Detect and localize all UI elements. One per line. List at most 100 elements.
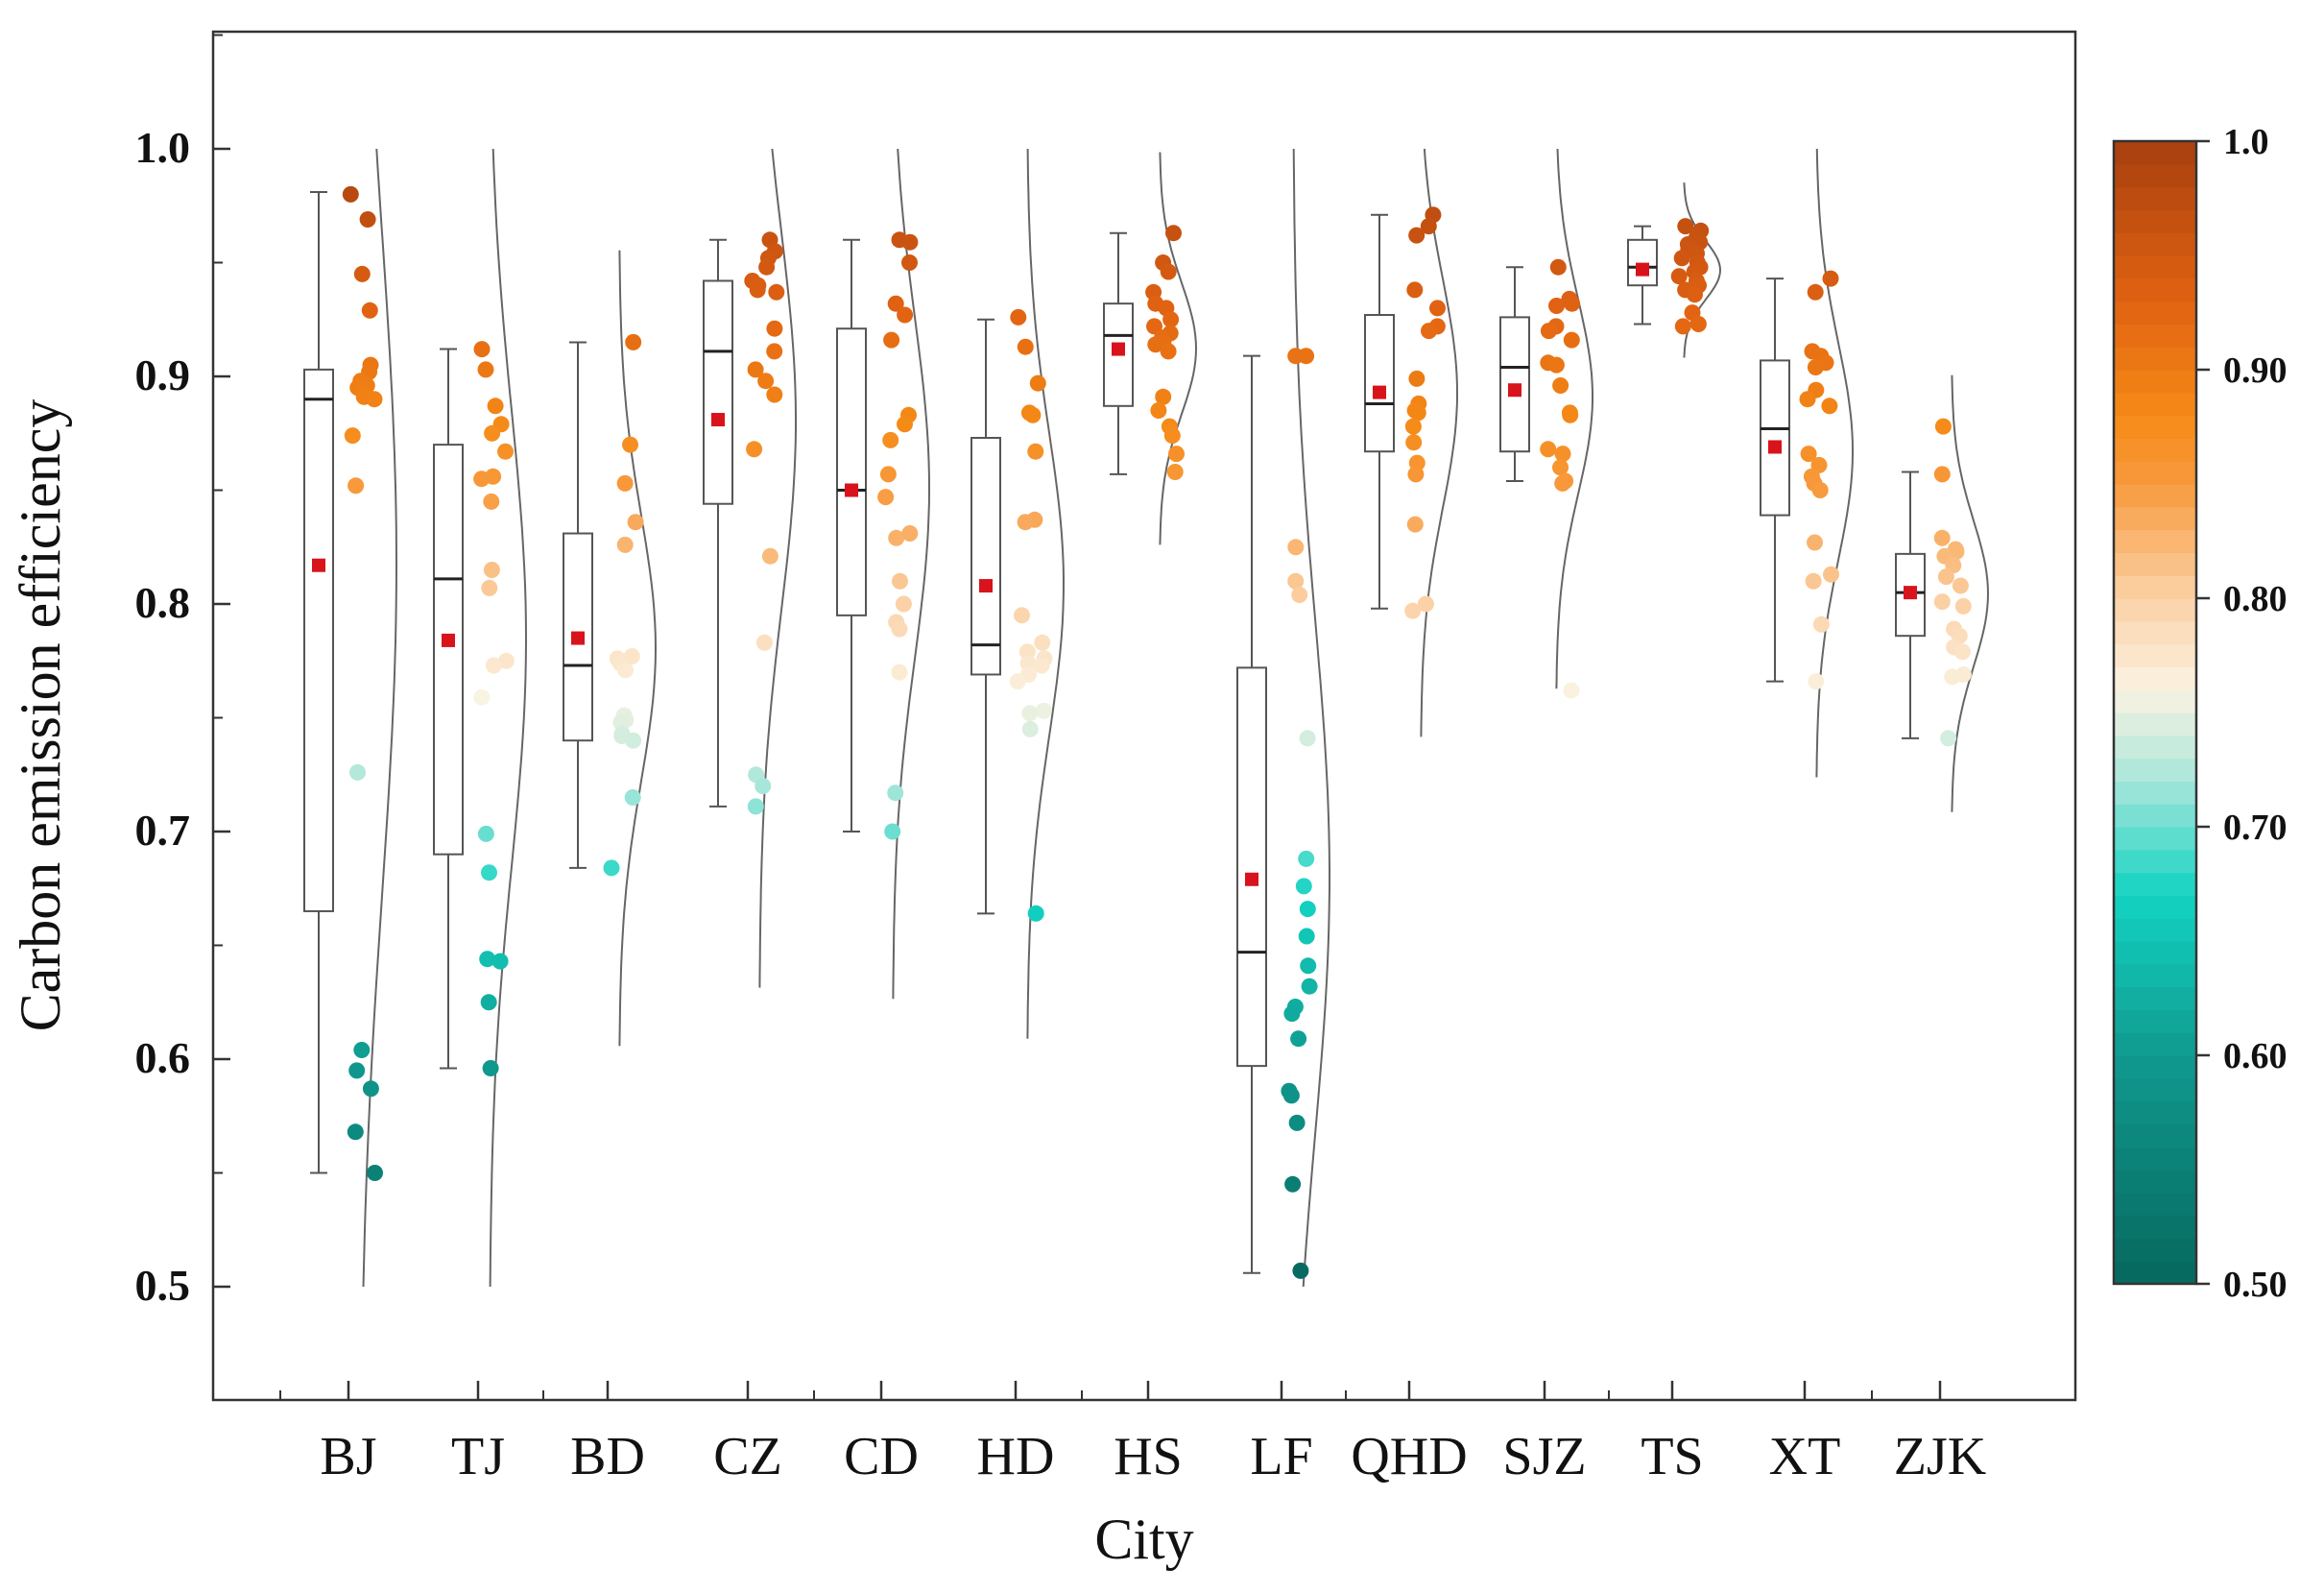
data-point	[1168, 446, 1185, 463]
data-point	[1406, 281, 1424, 299]
data-point	[1029, 374, 1046, 392]
x-tick-label: CZ	[713, 1427, 782, 1486]
data-point	[622, 436, 638, 453]
colorbar-band	[2114, 186, 2196, 210]
x-axis-title: City	[1094, 1508, 1193, 1571]
colorbar-band	[2114, 804, 2196, 828]
data-point	[617, 662, 634, 679]
data-point	[1564, 295, 1581, 312]
x-tick-label: LF	[1250, 1427, 1312, 1486]
colorbar-band	[2114, 1146, 2196, 1171]
data-point	[1408, 227, 1426, 244]
colorbar-band	[2114, 575, 2196, 599]
box-iqr	[1103, 302, 1134, 407]
colorbar-band	[2114, 347, 2196, 371]
colorbar-band	[2114, 141, 2196, 165]
data-point	[366, 391, 383, 408]
colorbar-band	[2114, 232, 2196, 256]
data-point	[1687, 286, 1703, 303]
x-tick-label: XT	[1769, 1427, 1841, 1486]
colorbar-band	[2114, 1032, 2196, 1056]
mean-marker	[845, 483, 858, 497]
data-point	[1283, 1005, 1301, 1023]
data-point	[1563, 331, 1580, 349]
data-point	[477, 361, 494, 378]
data-point	[1009, 673, 1026, 690]
data-point	[1799, 391, 1816, 408]
data-point	[625, 333, 642, 350]
data-point	[1019, 655, 1037, 672]
x-tick-label: TS	[1641, 1427, 1703, 1486]
data-point	[1417, 595, 1434, 613]
density-curve	[1159, 152, 1198, 545]
data-point	[362, 1080, 379, 1098]
data-point	[1562, 406, 1579, 423]
colorbar-band	[2114, 552, 2196, 576]
data-point	[1024, 406, 1042, 423]
data-point	[1033, 657, 1050, 674]
x-tick-label: BJ	[320, 1427, 376, 1486]
data-point	[1540, 323, 1557, 340]
data-point	[884, 823, 901, 840]
x-axis: BJ TJ BD CZ CD HD HS LF QHD SJZ TS XT ZJ…	[279, 1381, 1986, 1486]
data-point	[1807, 534, 1823, 551]
colorbar-band	[2114, 986, 2196, 1010]
data-point	[1552, 459, 1569, 476]
colorbar-band	[2114, 735, 2196, 760]
data-point	[1421, 323, 1437, 340]
colorbar-band	[2114, 301, 2196, 325]
data-point	[603, 859, 620, 877]
data-point	[1017, 514, 1034, 531]
data-point	[482, 1060, 499, 1076]
data-point	[477, 825, 494, 842]
colorbar-band	[2114, 620, 2196, 645]
data-point	[1160, 263, 1177, 280]
data-point	[1547, 356, 1565, 374]
colorbar-band	[2114, 895, 2196, 919]
data-point	[484, 424, 501, 442]
box-iqr	[303, 368, 334, 912]
city-group-hs	[1103, 152, 1198, 545]
data-point	[1284, 1175, 1302, 1193]
data-point	[1406, 516, 1424, 533]
colorbar-band	[2114, 918, 2196, 942]
data-point	[882, 431, 899, 448]
data-point	[1292, 1262, 1309, 1279]
colorbar-band	[2114, 255, 2196, 279]
colorbar-band	[2114, 1055, 2196, 1079]
colorbar-scale	[2112, 139, 2198, 1286]
city-group-xt	[1760, 148, 1855, 778]
data-point	[1940, 730, 1957, 747]
plot-frame	[211, 30, 2077, 1402]
y-tick-label: 0.8	[135, 578, 191, 627]
data-point	[1288, 1114, 1306, 1131]
data-point	[627, 514, 644, 531]
data-point	[1021, 705, 1039, 722]
data-point	[497, 652, 515, 669]
data-point	[1812, 615, 1830, 633]
colorbar-band	[2114, 1123, 2196, 1147]
data-point	[1150, 402, 1167, 419]
city-group-sjz	[1499, 148, 1593, 699]
city-group-hd	[970, 148, 1066, 1039]
data-point	[1408, 370, 1426, 387]
colorbar-band	[2114, 461, 2196, 485]
data-point	[1298, 928, 1315, 945]
data-point	[353, 265, 371, 282]
box-iqr	[703, 279, 733, 505]
data-point	[1160, 343, 1177, 360]
data-point	[367, 1165, 383, 1181]
y-axis-title: Carbon emission efficiency	[9, 399, 72, 1032]
colorbar-band	[2114, 598, 2196, 622]
data-point	[766, 386, 783, 403]
data-point	[473, 341, 491, 358]
data-point	[1407, 466, 1425, 483]
density-curve	[1292, 148, 1330, 1288]
colorbar-band	[2114, 370, 2196, 394]
colorbar-band	[2114, 1100, 2196, 1124]
data-point	[1027, 905, 1044, 922]
data-point	[1937, 568, 1954, 586]
data-point	[1821, 398, 1838, 415]
data-point	[347, 477, 365, 495]
data-point	[747, 798, 764, 815]
